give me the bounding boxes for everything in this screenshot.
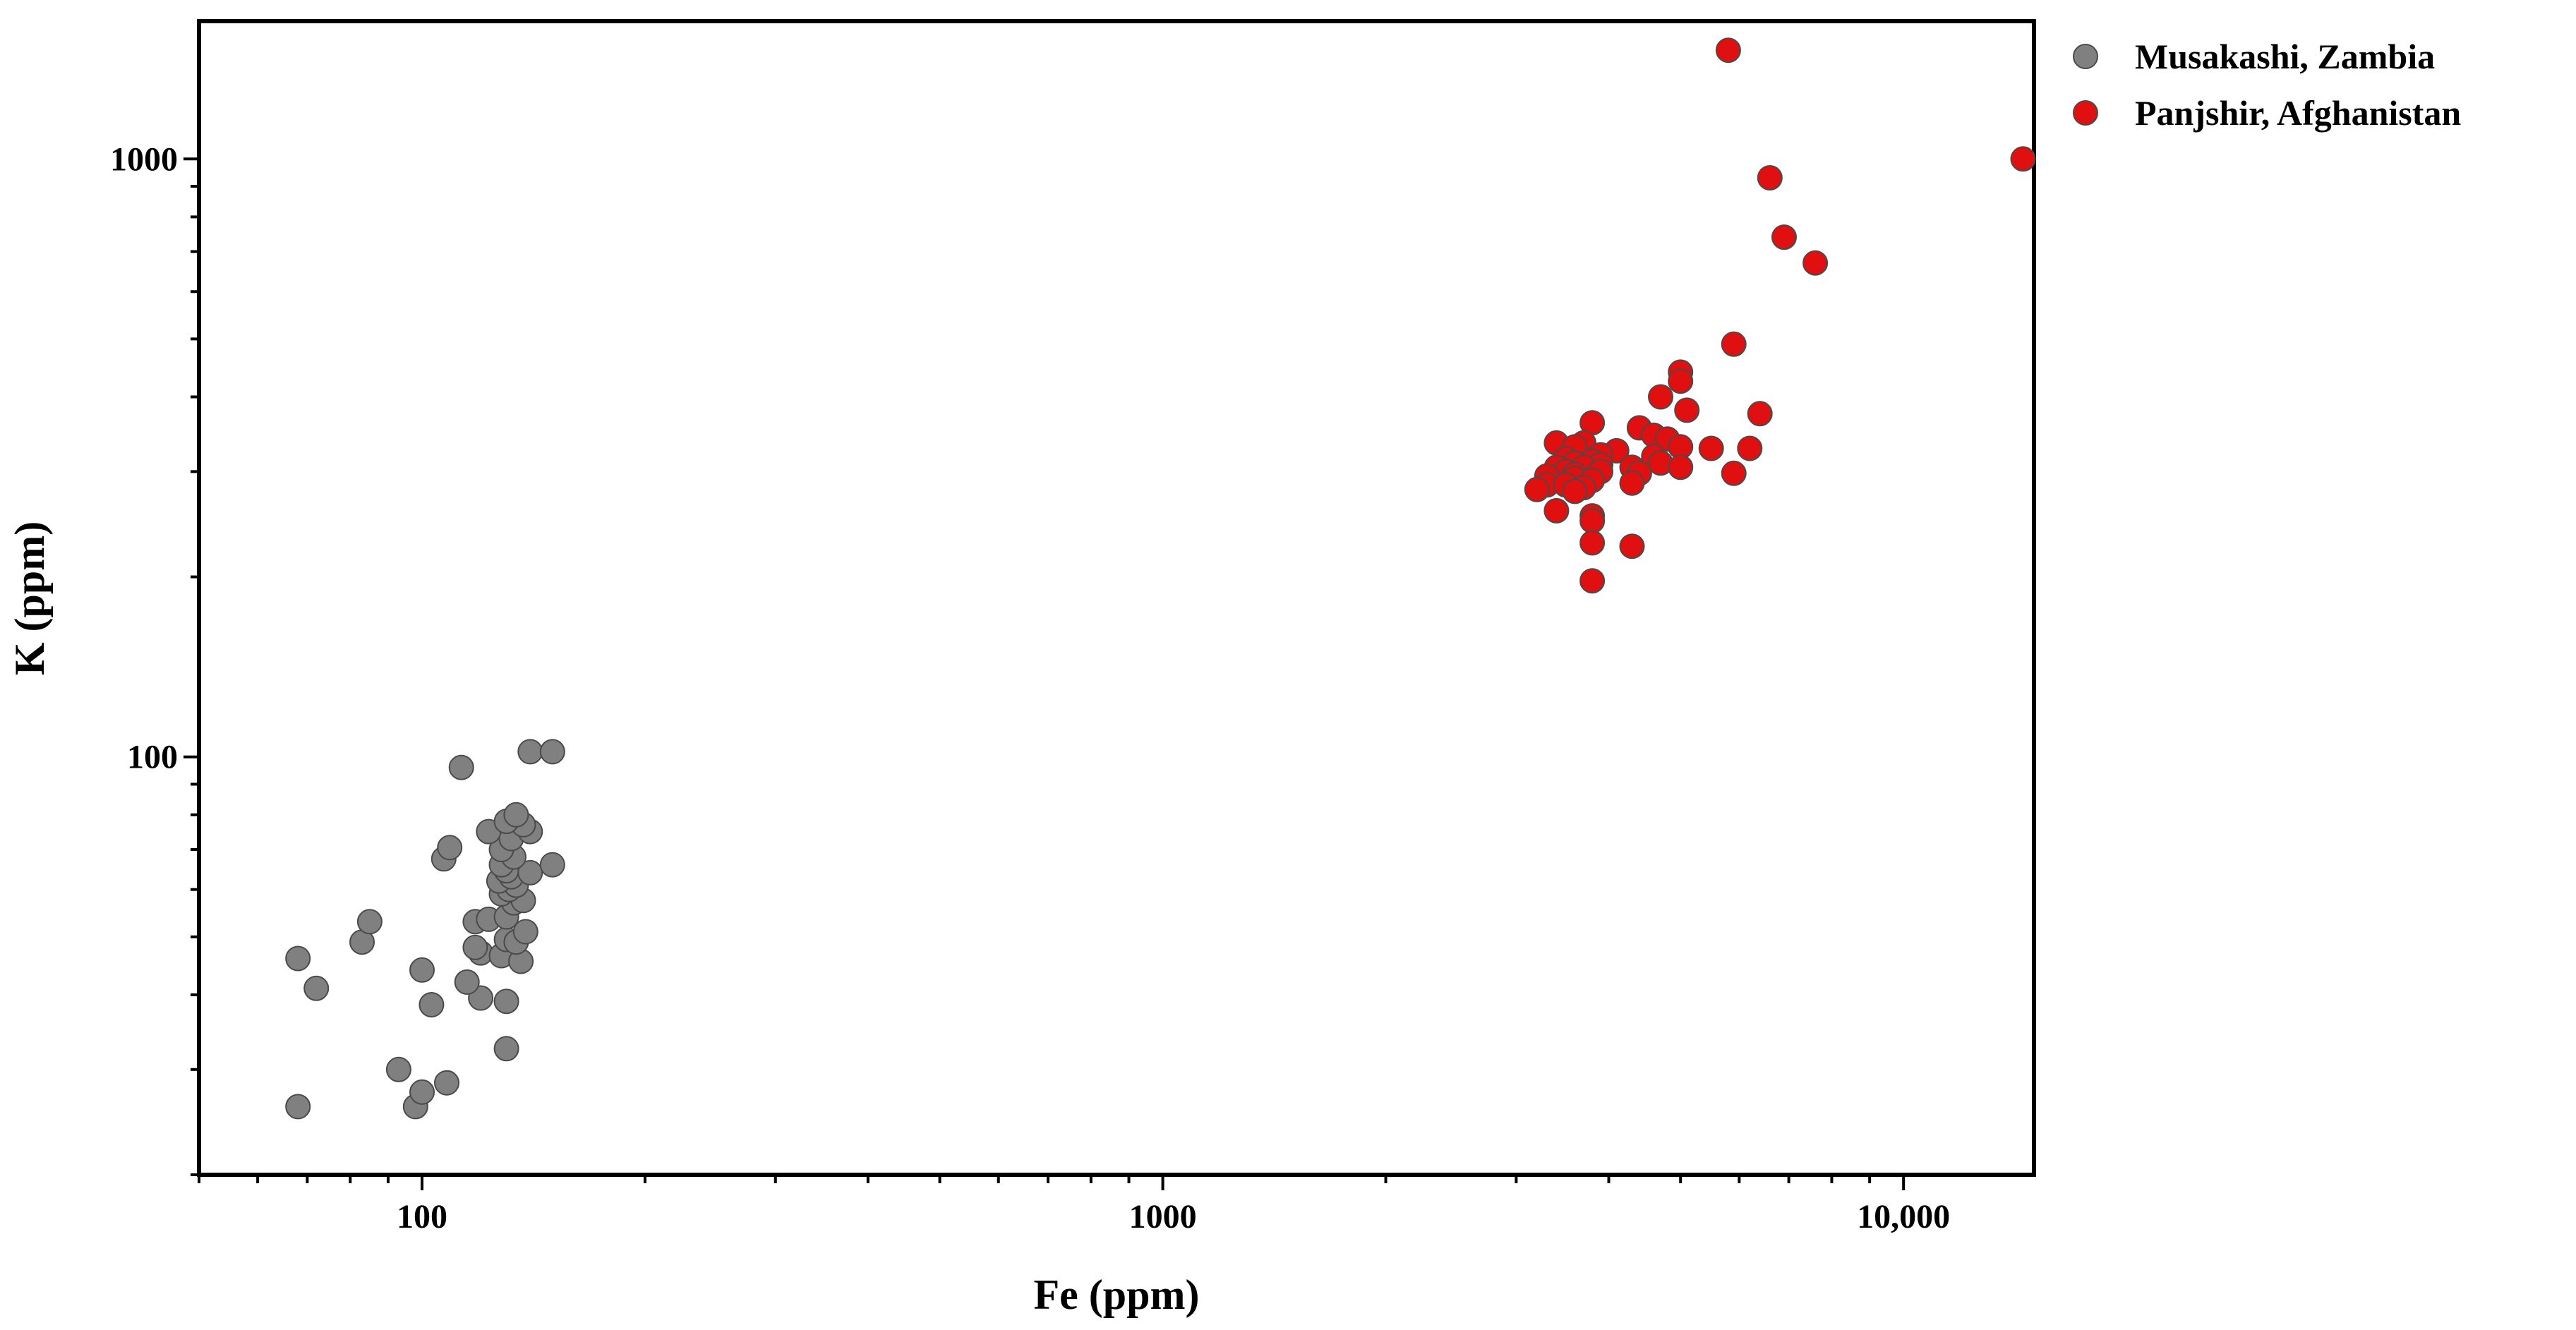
- data-point-series-2: [1543, 497, 1570, 524]
- x-tick-label: 100: [397, 1198, 447, 1235]
- data-points: [285, 37, 2036, 1120]
- data-point-series-1: [503, 802, 529, 828]
- data-point-series-1: [303, 975, 330, 1001]
- data-point-series-2: [1579, 508, 1606, 534]
- data-point-series-2: [1715, 37, 1741, 64]
- data-point-series-2: [1619, 533, 1645, 560]
- data-point-series-1: [409, 957, 435, 983]
- data-point-series-2: [1524, 476, 1550, 502]
- data-point-series-1: [385, 1056, 411, 1082]
- data-point-series-2: [1721, 331, 1747, 357]
- x-axis-title: Fe (ppm): [1034, 1271, 1200, 1318]
- data-point-series-2: [1771, 224, 1797, 250]
- y-tick-label: 100: [127, 739, 178, 776]
- data-point-series-1: [493, 989, 519, 1015]
- data-point-series-2: [1619, 470, 1645, 496]
- x-tick-label: 10,000: [1857, 1198, 1950, 1235]
- data-point-series-1: [462, 934, 488, 960]
- y-tick-label: 1000: [110, 140, 178, 178]
- data-point-series-2: [1757, 165, 1783, 191]
- data-point-series-2: [2010, 146, 2036, 172]
- data-point-series-1: [437, 835, 463, 861]
- legend-marker: [2073, 100, 2098, 126]
- data-point-series-1: [512, 919, 538, 945]
- data-point-series-2: [1579, 568, 1606, 594]
- legend-label: Musakashi, Zambia: [2135, 37, 2435, 76]
- data-point-series-2: [1562, 478, 1588, 504]
- data-point-series-1: [539, 852, 565, 878]
- data-point-series-2: [1668, 368, 1694, 394]
- data-point-series-2: [1802, 250, 1829, 276]
- x-tick-label: 1000: [1129, 1198, 1197, 1235]
- data-point-series-2: [1668, 454, 1694, 480]
- legend-marker: [2073, 44, 2098, 69]
- legend-label: Panjshir, Afghanistan: [2135, 93, 2461, 133]
- data-point-series-2: [1674, 397, 1700, 423]
- axis-ticks: [183, 157, 1906, 1190]
- data-point-series-1: [448, 754, 474, 780]
- data-point-series-1: [356, 909, 383, 935]
- data-point-series-1: [285, 1094, 311, 1120]
- data-point-series-1: [517, 739, 543, 765]
- data-point-series-2: [1737, 435, 1763, 461]
- data-point-series-1: [409, 1079, 435, 1105]
- data-point-series-2: [1747, 401, 1773, 427]
- data-point-series-2: [1648, 384, 1673, 410]
- data-point-series-1: [419, 992, 445, 1017]
- tick-labels: 100 1000 10,000 100 1000: [110, 140, 1950, 1235]
- data-point-series-2: [1698, 435, 1724, 461]
- legend: Musakashi, Zambia Panjshir, Afghanistan: [2073, 37, 2461, 133]
- data-point-series-1: [434, 1070, 459, 1096]
- data-point-series-1: [539, 739, 565, 765]
- plot-frame: [197, 19, 2036, 1177]
- data-point-series-2: [1579, 530, 1606, 556]
- data-point-series-1: [493, 1036, 519, 1062]
- data-point-series-1: [517, 859, 543, 885]
- data-point-series-1: [285, 945, 311, 972]
- data-point-series-1: [454, 969, 480, 995]
- data-point-series-2: [1721, 460, 1747, 486]
- y-axis-title: K (ppm): [6, 521, 53, 675]
